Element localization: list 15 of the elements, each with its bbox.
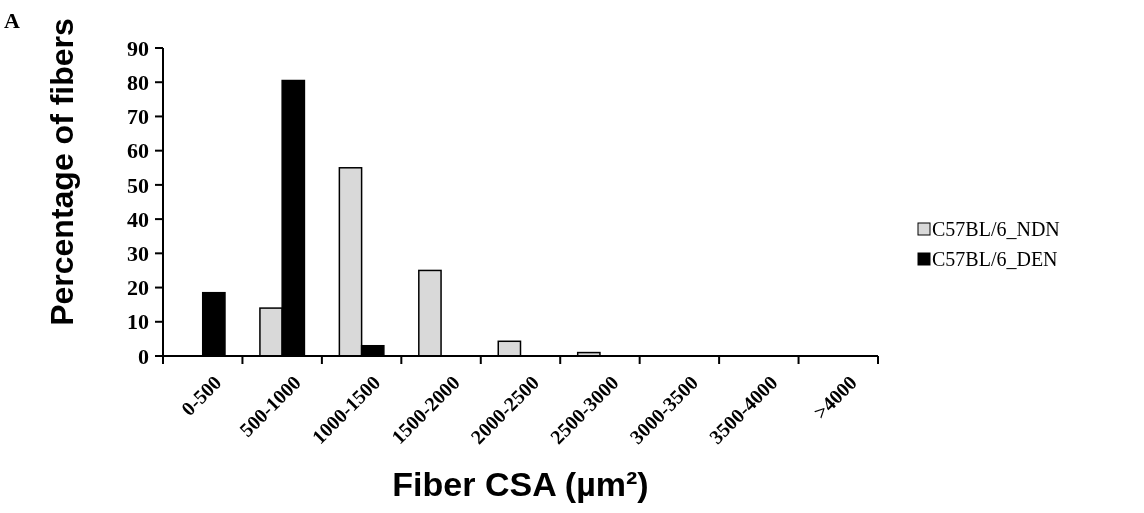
y-tick-label: 30: [127, 241, 149, 267]
y-tick-label: 10: [127, 309, 149, 335]
y-tick-label: 20: [127, 275, 149, 301]
y-tick-label: 40: [127, 206, 149, 232]
y-tick-label: 80: [127, 69, 149, 95]
y-tick-label: 0: [138, 343, 149, 369]
y-tick-label: 70: [127, 104, 149, 130]
legend-label: C57BL/6_DEN: [932, 248, 1058, 270]
y-tick-label: 90: [127, 35, 149, 61]
y-axis-title: Percentage of fibers: [44, 18, 80, 326]
chart-title: A: [4, 8, 20, 33]
legend-label: C57BL/6_NDN: [932, 218, 1060, 240]
y-tick-label: 50: [127, 172, 149, 198]
y-tick-label: 60: [127, 138, 149, 164]
x-axis-title: Fiber CSA (µm²): [392, 465, 649, 503]
